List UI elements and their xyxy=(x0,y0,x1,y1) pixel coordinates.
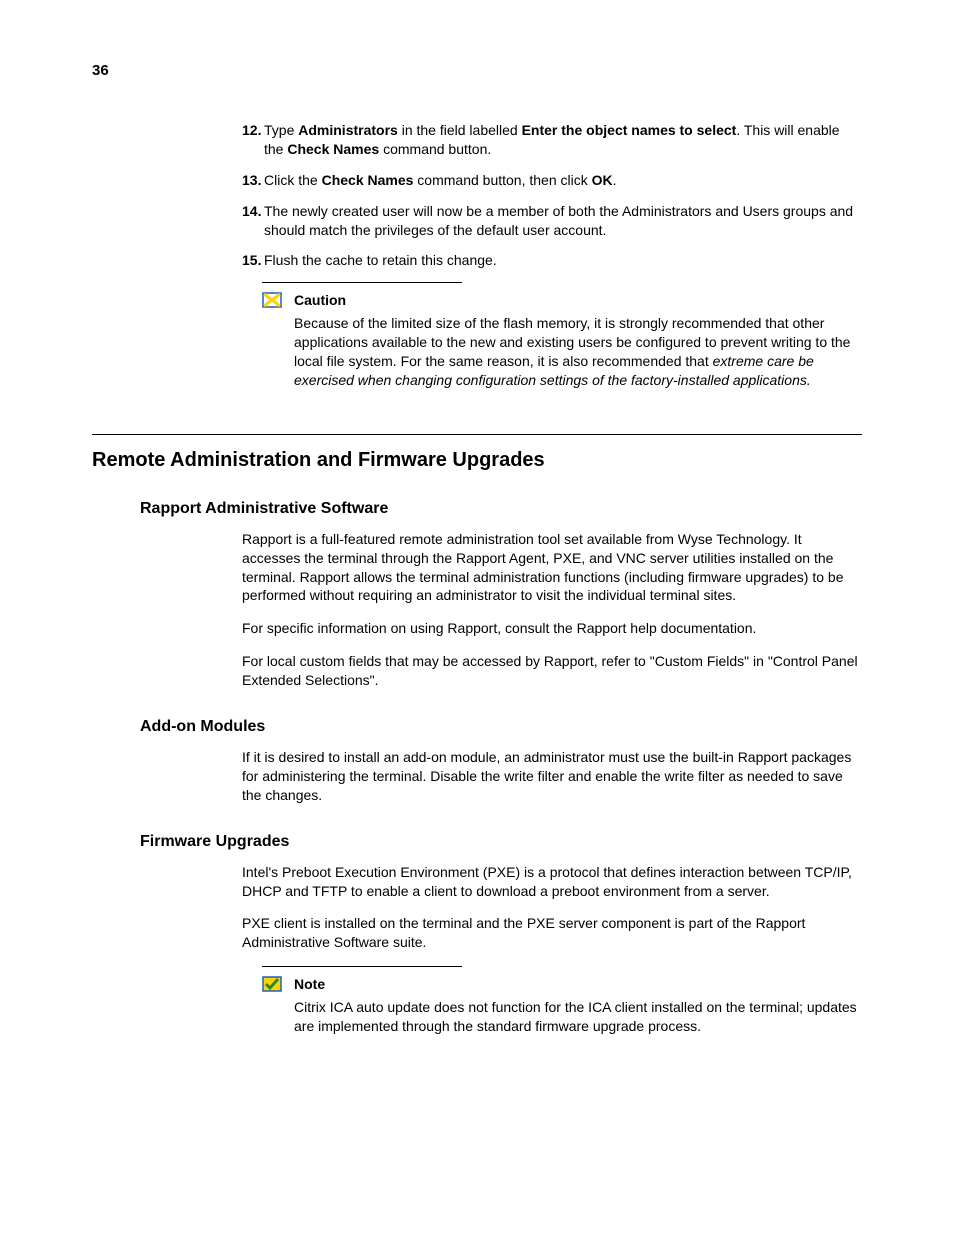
step-text: Click the Check Names command button, th… xyxy=(264,171,862,190)
caution-text: Because of the limited size of the flash… xyxy=(294,314,862,390)
caution-title: Caution xyxy=(294,291,862,310)
body-paragraph: For specific information on using Rappor… xyxy=(242,619,862,638)
note-callout: Note Citrix ICA auto update does not fun… xyxy=(262,966,862,1036)
note-icon xyxy=(262,976,282,992)
caution-callout: Caution Because of the limited size of t… xyxy=(262,282,862,389)
subsection-heading: Add-on Modules xyxy=(140,718,862,736)
note-text: Citrix ICA auto update does not function… xyxy=(294,998,862,1036)
section-heading: Remote Administration and Firmware Upgra… xyxy=(92,449,862,472)
subsection-heading: Firmware Upgrades xyxy=(140,833,862,851)
subsection: Add-on Modules If it is desired to instal… xyxy=(92,718,862,805)
callout-divider xyxy=(262,966,462,967)
step-number: 14. xyxy=(242,202,264,240)
step-number: 13. xyxy=(242,171,264,190)
subsection: Firmware Upgrades Intel's Preboot Executi… xyxy=(92,833,862,953)
body-paragraph: Rapport is a full-featured remote admini… xyxy=(242,530,862,606)
document-page: 36 12.Type Administrators in the field l… xyxy=(0,0,954,1235)
body-paragraph: PXE client is installed on the terminal … xyxy=(242,914,862,952)
step-item: 13.Click the Check Names command button,… xyxy=(242,171,862,190)
step-number: 12. xyxy=(242,121,264,159)
callout-divider xyxy=(262,282,462,283)
subsection-heading: Rapport Administrative Software xyxy=(140,500,862,518)
section-divider xyxy=(92,434,862,435)
body-paragraph: For local custom fields that may be acce… xyxy=(242,652,862,690)
step-item: 15.Flush the cache to retain this change… xyxy=(242,251,862,270)
note-title: Note xyxy=(294,975,862,994)
body-paragraph: If it is desired to install an add-on mo… xyxy=(242,748,862,805)
page-number: 36 xyxy=(92,62,862,79)
step-item: 14.The newly created user will now be a … xyxy=(242,202,862,240)
subsection: Rapport Administrative Software Rapport i… xyxy=(92,500,862,690)
step-text: Flush the cache to retain this change. xyxy=(264,251,862,270)
step-number: 15. xyxy=(242,251,264,270)
step-text: The newly created user will now be a mem… xyxy=(264,202,862,240)
step-text: Type Administrators in the field labelle… xyxy=(264,121,862,159)
body-paragraph: Intel's Preboot Execution Environment (P… xyxy=(242,863,862,901)
step-item: 12.Type Administrators in the field labe… xyxy=(242,121,862,159)
caution-icon xyxy=(262,292,282,308)
steps-list: 12.Type Administrators in the field labe… xyxy=(242,121,862,270)
